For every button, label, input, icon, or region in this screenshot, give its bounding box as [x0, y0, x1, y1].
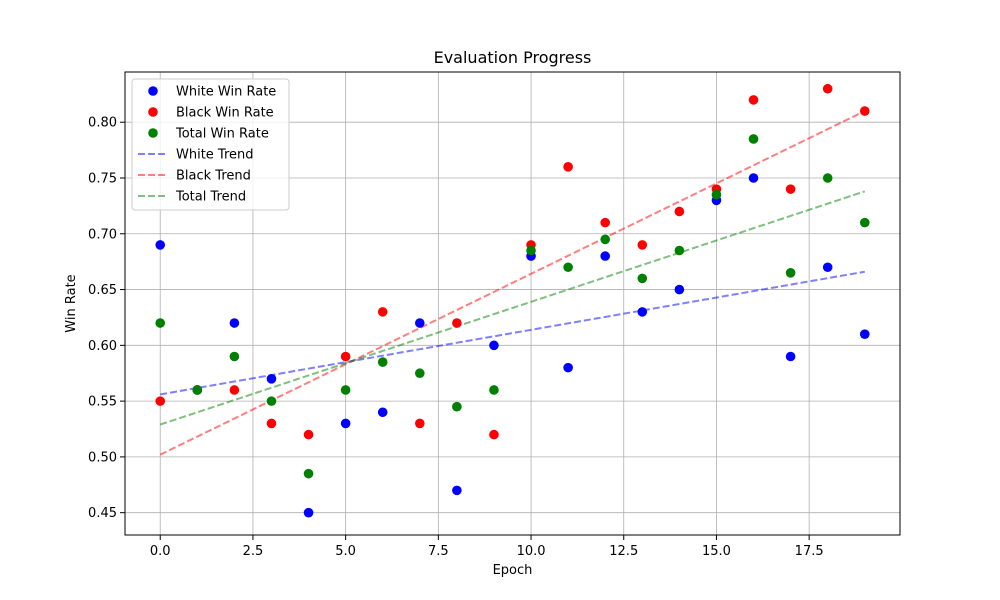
total-win-rate-point — [711, 189, 722, 200]
black-win-rate-point — [600, 217, 611, 228]
black-win-rate-point — [674, 206, 685, 217]
y-tick-label: 0.75 — [88, 171, 117, 186]
total-win-rate-point — [600, 234, 611, 245]
white-win-rate-point — [674, 284, 685, 295]
x-axis-label: Epoch — [493, 563, 533, 578]
white-win-rate-point — [155, 240, 166, 250]
black-win-rate-point — [859, 106, 870, 116]
black-win-rate-point — [340, 351, 351, 362]
plot-frame — [124, 71, 901, 536]
black-win-rate-point — [563, 162, 573, 172]
y-tick-label: 0.45 — [88, 506, 117, 521]
white-win-rate-point — [637, 307, 648, 317]
white-win-rate-point — [452, 485, 462, 496]
total-win-rate-point — [192, 385, 203, 395]
legend-white-win-rate-label: White Win Rate — [176, 85, 276, 100]
x-axis-ticks: 0.0 2.5 5.0 7.5 10.0 12.5 15.0 17.5 — [150, 535, 824, 559]
black-win-rate-point — [748, 95, 759, 105]
y-tick-label: 0.55 — [88, 395, 117, 410]
white-win-rate-point — [377, 407, 388, 418]
total-win-rate-point — [637, 273, 648, 284]
white-win-rate-point — [340, 418, 351, 429]
total-win-rate-point — [859, 217, 870, 228]
white-win-rate-point — [563, 362, 573, 373]
y-tick-label: 0.50 — [88, 450, 117, 465]
black-win-rate-point — [303, 429, 314, 440]
white-win-rate-point — [859, 329, 870, 339]
total-win-rate-point — [340, 385, 351, 395]
black-win-rate-point — [414, 418, 425, 429]
white-win-rate-point — [785, 351, 796, 362]
black-win-rate-point — [822, 83, 833, 94]
black-win-rate-point — [785, 184, 796, 194]
y-tick-label: 0.60 — [88, 339, 117, 354]
black-trend-line — [159, 110, 866, 456]
x-tick-label: 2.5 — [243, 544, 264, 559]
black-win-rate-point — [377, 307, 388, 317]
x-tick-label: 12.5 — [609, 544, 638, 559]
x-tick-label: 7.5 — [428, 544, 449, 559]
y-axis-ticks: 0.45 0.50 0.55 0.60 0.65 0.70 0.75 0.80 — [88, 116, 125, 521]
x-tick-label: 17.5 — [795, 544, 824, 559]
white-win-rate-point — [489, 340, 499, 351]
black-win-rate-point — [266, 418, 277, 429]
white-win-rate-point — [414, 318, 425, 328]
white-win-rate-point — [822, 262, 833, 273]
legend: White Win Rate Black Win Rate Total Win Ra… — [131, 78, 290, 211]
white-win-rate-point — [229, 318, 240, 328]
total-win-rate-point — [785, 268, 796, 278]
total-win-rate-point — [266, 396, 277, 406]
x-tick-label: 15.0 — [702, 544, 731, 559]
white-win-rate-point — [600, 251, 611, 261]
legend-total-win-rate-label: Total Win Rate — [175, 127, 269, 142]
legend-total-trend-label: Total Trend — [175, 190, 246, 205]
y-tick-label: 0.80 — [88, 116, 117, 131]
black-win-rate-point — [155, 396, 166, 406]
total-win-rate-point — [303, 468, 314, 479]
black-win-rate-point — [452, 318, 462, 328]
total-win-rate-point — [674, 245, 685, 256]
total-trend-line — [159, 190, 866, 426]
total-win-rate-point — [526, 245, 536, 256]
legend-total-win-rate-swatch — [148, 128, 158, 138]
y-axis-label: Win Rate — [64, 274, 79, 332]
total-win-rate-point — [748, 134, 759, 144]
total-win-rate-point — [822, 173, 833, 183]
y-tick-label: 0.65 — [88, 283, 117, 298]
legend-white-win-rate-swatch — [148, 86, 158, 96]
black-win-rate-point — [229, 385, 240, 395]
legend-black-win-rate-swatch — [148, 107, 158, 117]
black-win-rate-point — [489, 429, 499, 440]
total-win-rate-point — [155, 318, 166, 328]
white-trend-line — [160, 270, 865, 396]
x-tick-label: 10.0 — [517, 544, 546, 559]
total-win-rate-point — [452, 401, 462, 412]
total-win-rate-point — [229, 351, 240, 362]
total-win-rate-point — [489, 385, 499, 395]
trend-lines — [159, 110, 866, 456]
legend-white-trend-label: White Trend — [176, 148, 254, 163]
chart-title: Evaluation Progress — [434, 48, 592, 67]
grid — [125, 72, 900, 535]
white-win-rate-point — [303, 507, 314, 518]
total-win-rate-point — [563, 262, 573, 273]
total-win-rate-point — [377, 357, 388, 367]
legend-box — [131, 78, 290, 211]
legend-black-trend-label: Black Trend — [176, 169, 251, 184]
y-tick-label: 0.70 — [88, 227, 117, 242]
data-points — [155, 83, 870, 518]
black-win-rate-point — [637, 240, 648, 250]
legend-black-win-rate-label: Black Win Rate — [176, 106, 274, 121]
total-win-rate-point — [414, 368, 425, 379]
x-tick-label: 5.0 — [335, 544, 356, 559]
white-win-rate-point — [266, 374, 277, 384]
white-win-rate-point — [748, 173, 759, 183]
x-tick-label: 0.0 — [150, 544, 171, 559]
